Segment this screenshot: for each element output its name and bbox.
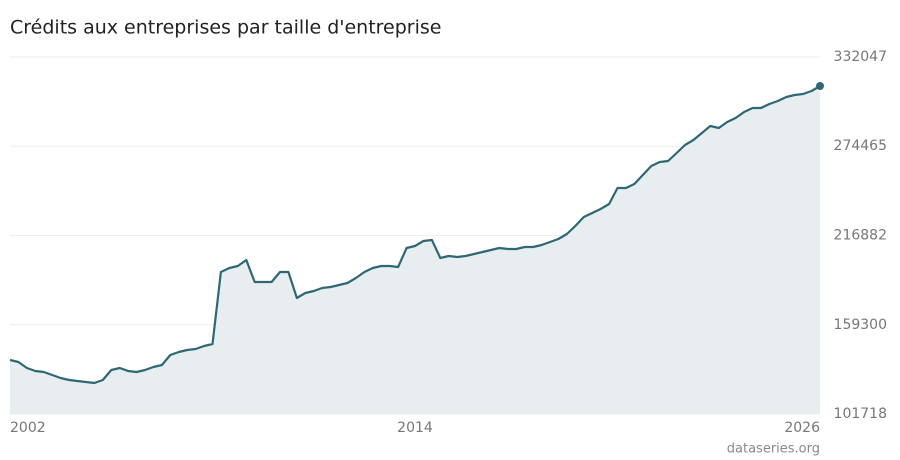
area <box>10 86 820 414</box>
y-tick-label: 332047 <box>834 49 887 65</box>
line <box>9 85 821 385</box>
chart-title: Crédits aux entreprises par taille d'ent… <box>10 17 442 39</box>
x-tick-label: 2014 <box>397 420 433 436</box>
y-tick-label: 101718 <box>834 406 887 422</box>
y-tick-label: 274465 <box>834 138 887 154</box>
x-tick-label: 2026 <box>784 420 820 436</box>
y-tick-label: 159300 <box>834 317 887 333</box>
last-point <box>816 82 824 91</box>
source: dataseries.org <box>727 442 820 457</box>
y-tick-label: 216882 <box>834 228 887 244</box>
x-tick-label: 2002 <box>10 420 46 436</box>
